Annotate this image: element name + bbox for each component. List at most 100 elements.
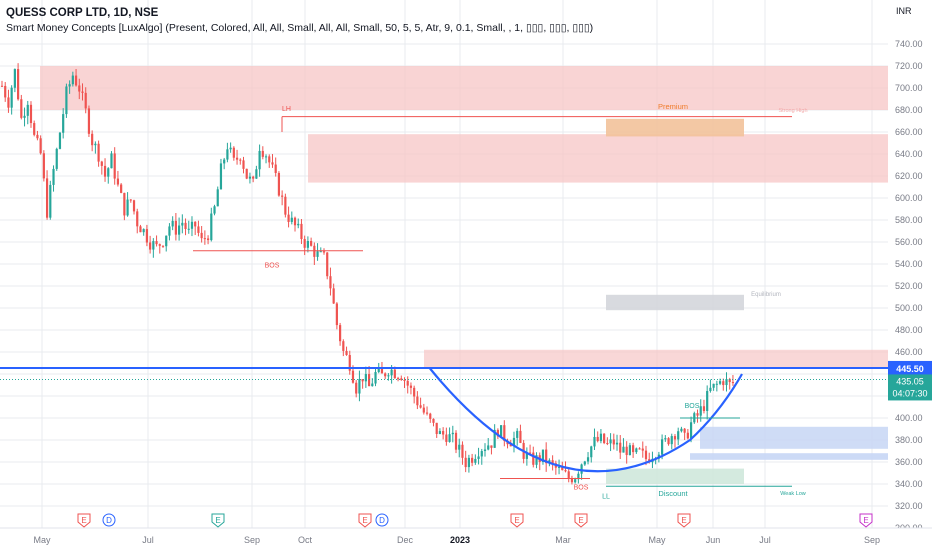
candle xyxy=(445,427,448,446)
event-marker[interactable]: D xyxy=(375,513,389,527)
candle-body xyxy=(322,251,326,253)
earnings-marker-icon[interactable] xyxy=(510,513,524,528)
candle xyxy=(62,108,65,139)
resistance-zone-low xyxy=(424,349,888,369)
candle xyxy=(84,87,87,114)
candle xyxy=(23,107,26,127)
candle-body xyxy=(535,455,538,465)
price-tick-label: 340.00 xyxy=(895,479,923,489)
event-marker[interactable]: E xyxy=(211,513,225,528)
candle xyxy=(26,100,29,125)
candle xyxy=(174,212,177,241)
event-marker[interactable]: E xyxy=(510,513,524,528)
demand-zone-lower xyxy=(690,453,888,460)
earnings-marker-icon[interactable] xyxy=(574,513,588,528)
candle xyxy=(516,428,519,446)
time-tick-label: Jul xyxy=(759,535,771,545)
time-tick-label: 2023 xyxy=(450,535,470,545)
candle xyxy=(213,204,216,216)
candle-body xyxy=(490,445,493,448)
candle-body xyxy=(29,104,33,124)
price-tick-label: 560.00 xyxy=(895,237,923,247)
earnings-marker-icon[interactable] xyxy=(77,513,91,528)
candle-body xyxy=(103,165,107,177)
candle xyxy=(232,146,235,161)
candle-body xyxy=(583,461,586,465)
candle xyxy=(264,154,268,164)
candle xyxy=(194,221,197,235)
candle xyxy=(467,454,470,473)
resistance-zone-top xyxy=(40,66,888,110)
earnings-marker-icon[interactable] xyxy=(677,513,691,528)
candle xyxy=(358,370,361,402)
structure-label: LL xyxy=(602,493,610,500)
candle-body xyxy=(615,442,619,445)
candle-body xyxy=(284,196,287,215)
candle-body xyxy=(97,143,100,162)
dividend-marker-icon[interactable] xyxy=(375,513,389,527)
candle-body xyxy=(313,245,316,257)
line-price-tag[interactable] xyxy=(888,360,932,375)
candle xyxy=(416,391,419,410)
event-marker[interactable]: E xyxy=(574,513,588,528)
candle-body xyxy=(155,241,158,245)
candle-body xyxy=(577,473,580,480)
candle xyxy=(367,366,371,387)
symbol-title[interactable]: QUESS CORP LTD, 1D, NSE xyxy=(6,7,159,19)
event-marker[interactable]: E xyxy=(77,513,91,528)
candle xyxy=(409,382,413,395)
candle-body xyxy=(580,464,583,474)
candle-body xyxy=(181,222,184,226)
candle-body xyxy=(480,451,483,457)
price-axis: INR300.00320.00340.00360.00380.00400.004… xyxy=(888,0,932,550)
candle-body xyxy=(541,449,545,463)
earnings-marker-icon[interactable] xyxy=(358,513,372,528)
earnings-marker-icon[interactable] xyxy=(859,513,873,528)
event-marker[interactable]: E xyxy=(358,513,372,528)
candle-body xyxy=(139,226,142,233)
candle xyxy=(474,454,477,465)
candle-body xyxy=(670,436,673,445)
candle-body xyxy=(100,161,103,166)
candle-body xyxy=(261,150,264,157)
time-tick-label: Mar xyxy=(555,535,571,545)
candle-body xyxy=(145,229,148,243)
candle-body xyxy=(264,156,268,158)
candle-body xyxy=(503,425,506,441)
candle-body xyxy=(107,168,110,177)
candle-body xyxy=(213,206,216,214)
candle xyxy=(7,89,10,113)
earnings-marker-icon[interactable] xyxy=(211,513,225,528)
candle xyxy=(628,442,631,456)
candle xyxy=(577,471,580,484)
candle-body xyxy=(355,382,358,394)
candle xyxy=(493,424,496,448)
last-price-tag[interactable] xyxy=(888,374,932,401)
price-tick-label: 380.00 xyxy=(895,435,923,445)
candle-body xyxy=(293,217,297,226)
candle xyxy=(326,252,329,280)
event-marker[interactable]: D xyxy=(102,513,116,527)
candle-body xyxy=(132,200,136,212)
event-marker[interactable]: E xyxy=(677,513,691,528)
candle xyxy=(586,452,590,465)
candle xyxy=(142,228,145,236)
candle-body xyxy=(129,199,132,201)
candle xyxy=(4,82,7,102)
candle-body xyxy=(715,383,718,385)
event-marker[interactable]: E xyxy=(859,513,873,528)
candle-body xyxy=(310,241,313,246)
event-marker-label: E xyxy=(578,516,583,525)
candle xyxy=(712,383,715,391)
candle-body xyxy=(545,449,548,464)
indicator-title[interactable]: Smart Money Concepts [LuxAlgo] (Present,… xyxy=(6,22,594,34)
price-tick-label: 460.00 xyxy=(895,347,923,357)
candle-body xyxy=(348,355,351,371)
candle xyxy=(268,154,271,168)
candle-body xyxy=(442,431,445,435)
candle xyxy=(94,141,97,154)
dividend-marker-icon[interactable] xyxy=(102,513,116,527)
candle-body xyxy=(667,438,670,445)
candle-body xyxy=(219,163,223,190)
